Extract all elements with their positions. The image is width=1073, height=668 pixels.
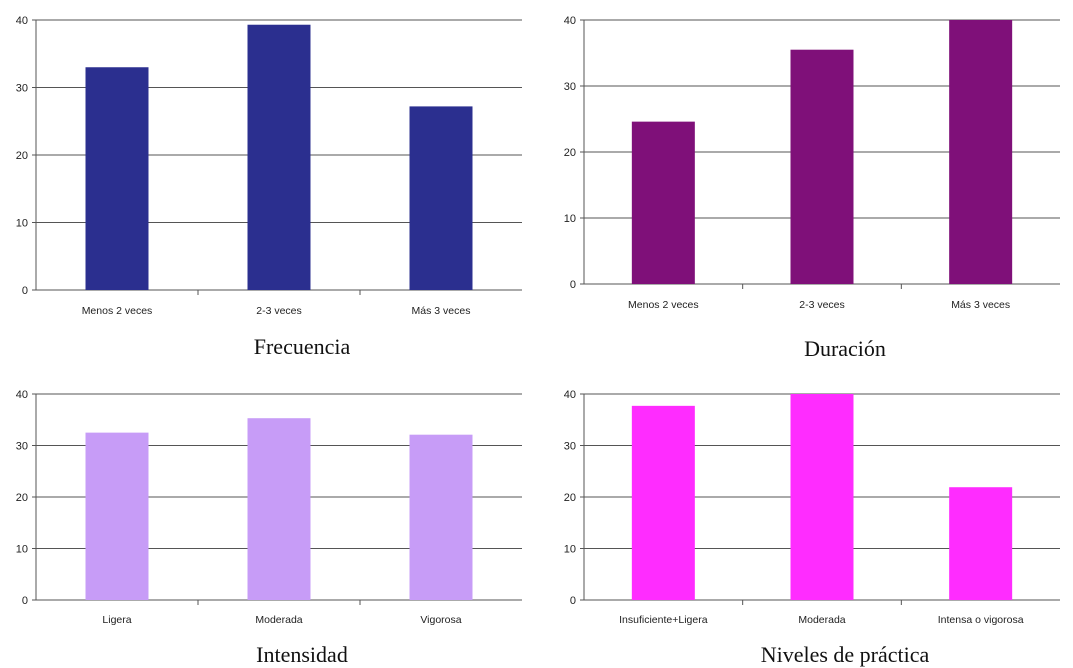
y-tick-label: 10 <box>16 544 28 556</box>
bar <box>631 405 695 600</box>
category-label: Intensa o vigorosa <box>938 614 1024 626</box>
bar <box>409 106 473 291</box>
chart-title: Niveles de práctica <box>761 642 930 667</box>
bar <box>631 121 695 284</box>
chart-panel-3: 0 10 20 30 40 Ligera Moderada Vigorosa Intensida… <box>16 389 522 667</box>
bar <box>409 434 473 600</box>
bar <box>247 418 311 600</box>
y-tick-label: 40 <box>564 389 576 401</box>
y-tick-label: 10 <box>16 218 28 230</box>
y-tick-label: 0 <box>22 285 28 297</box>
category-label: 2-3 veces <box>799 299 845 311</box>
y-tick-label: 30 <box>16 83 28 95</box>
y-tick-label: 30 <box>564 441 576 453</box>
category-label: Menos 2 veces <box>82 305 153 317</box>
y-tick-label: 20 <box>16 150 28 162</box>
chart-title: Intensidad <box>256 642 348 667</box>
bar <box>85 67 149 290</box>
category-label: Menos 2 veces <box>628 299 699 311</box>
y-tick-label: 0 <box>570 595 576 607</box>
y-tick-label: 20 <box>564 147 576 159</box>
bar <box>247 24 311 290</box>
category-label: Más 3 veces <box>412 305 471 317</box>
y-tick-label: 10 <box>564 544 576 556</box>
y-tick-label: 0 <box>22 595 28 607</box>
y-tick-label: 20 <box>564 492 576 504</box>
bar <box>790 394 854 600</box>
y-tick-label: 30 <box>16 441 28 453</box>
y-tick-label: 10 <box>564 213 576 225</box>
category-label: Moderada <box>255 614 302 626</box>
bar <box>949 20 1013 284</box>
category-label: 2-3 veces <box>256 305 302 317</box>
chart-panel-2: 0 10 20 30 40 Menos 2 veces 2-3 veces Más 3 vec… <box>564 15 1060 361</box>
category-label: Más 3 veces <box>951 299 1010 311</box>
chart-panel-1: 0 10 20 30 40 Menos 2 veces 2-3 veces Más 3 vec… <box>16 15 522 359</box>
y-tick-label: 30 <box>564 81 576 93</box>
category-label: Vigorosa <box>420 614 461 626</box>
chart-panel-4: 0 10 20 30 40 Insuficiente+Ligera Moderada Inte… <box>564 389 1060 667</box>
category-label: Moderada <box>798 614 845 626</box>
y-tick-label: 40 <box>16 15 28 27</box>
category-label: Ligera <box>102 614 131 626</box>
bar <box>85 432 149 600</box>
category-label: Insuficiente+Ligera <box>619 614 708 626</box>
bar <box>949 487 1013 600</box>
y-tick-label: 40 <box>16 389 28 401</box>
y-tick-label: 20 <box>16 492 28 504</box>
bar <box>790 49 854 285</box>
chart-title: Frecuencia <box>254 334 351 359</box>
chart-title: Duración <box>804 336 886 361</box>
y-tick-label: 40 <box>564 15 576 27</box>
y-tick-label: 0 <box>570 279 576 291</box>
